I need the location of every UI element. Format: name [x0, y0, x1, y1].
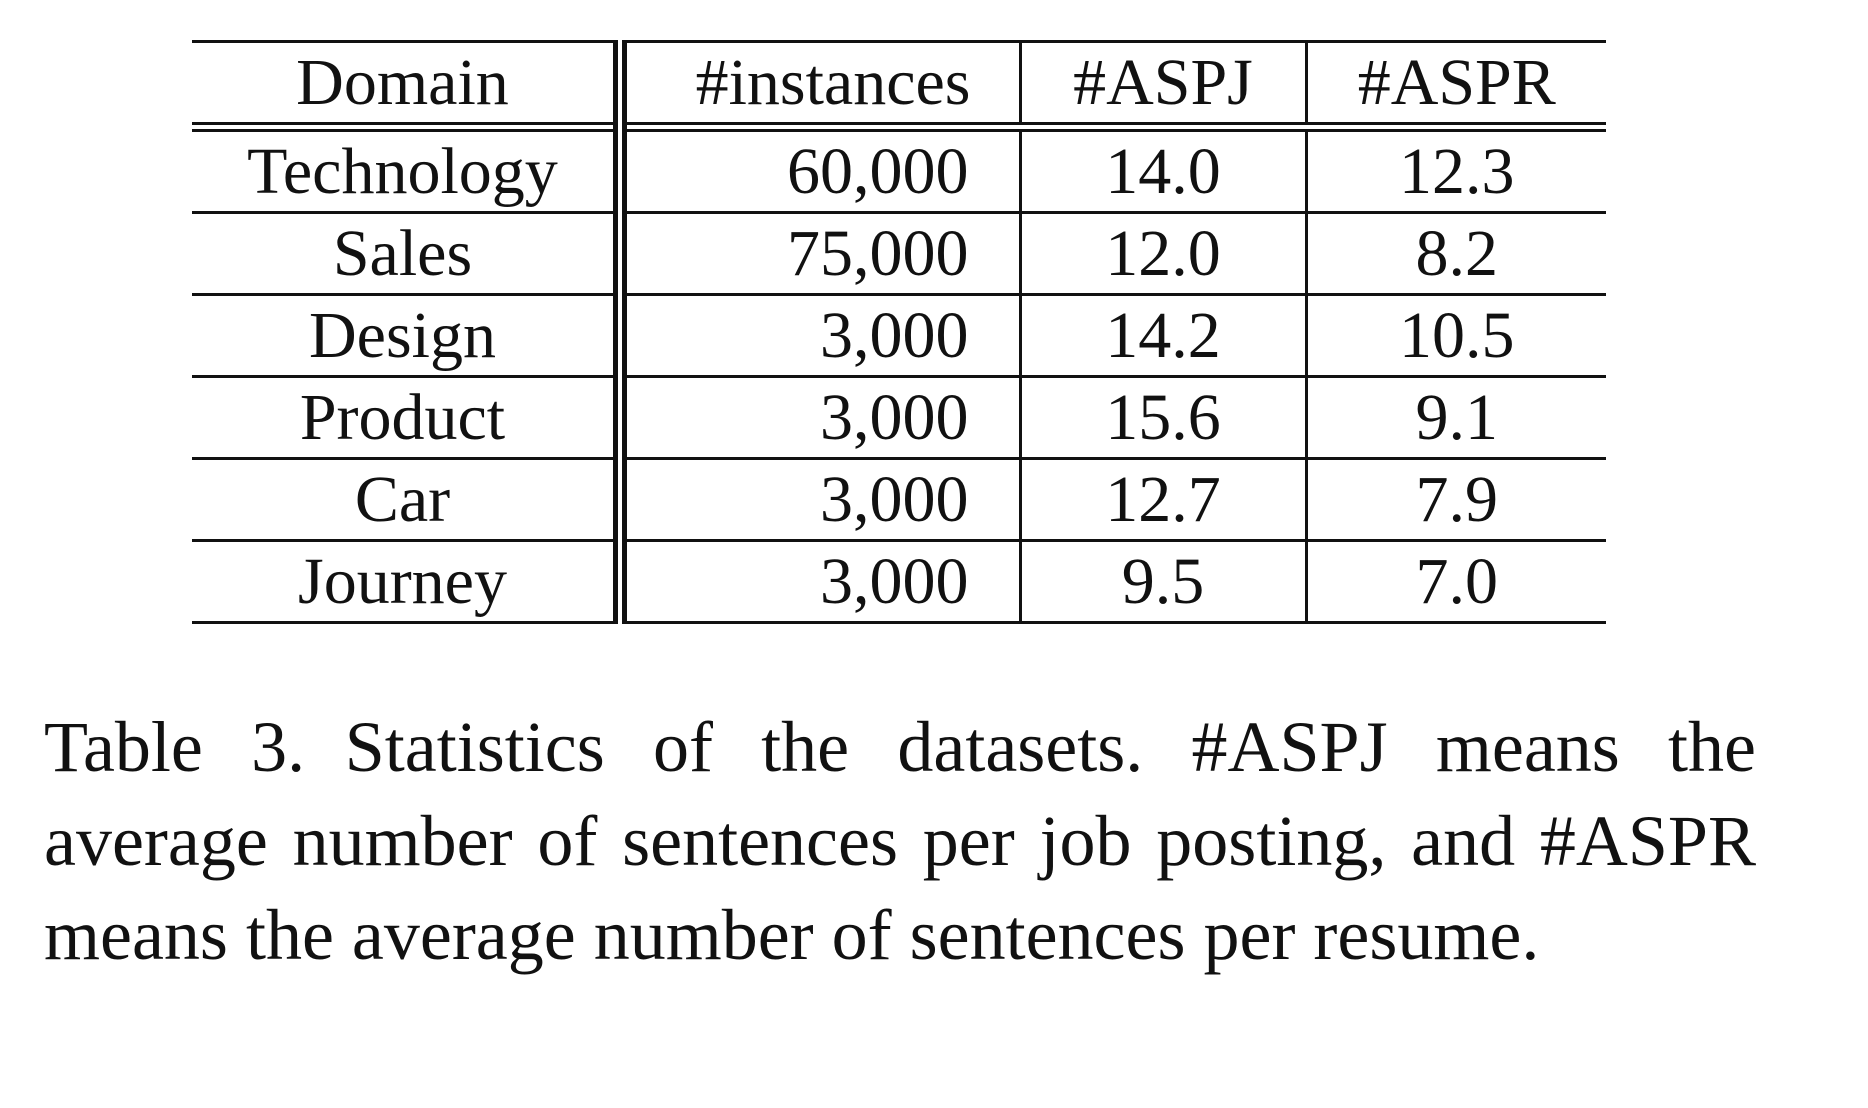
table-row: Design 3,000 14.2 10.5 [192, 294, 1606, 378]
cell-instances: 3,000 [620, 540, 1022, 624]
cell-instances: 60,000 [620, 127, 1022, 214]
cell-aspj: 9.5 [1020, 540, 1308, 624]
statistics-table: Domain #instances #ASPJ #ASPR Technology… [192, 40, 1606, 624]
cell-aspr: 10.5 [1306, 294, 1606, 378]
table-row: Technology 60,000 14.0 12.3 [192, 127, 1606, 214]
cell-aspr: 8.2 [1306, 212, 1606, 296]
cell-domain: Product [192, 376, 627, 460]
header-aspj: #ASPJ [1020, 40, 1308, 132]
table-row: Car 3,000 12.7 7.9 [192, 458, 1606, 542]
table-row: Sales 75,000 12.0 8.2 [192, 212, 1606, 296]
cell-domain: Design [192, 294, 627, 378]
cell-instances: 3,000 [620, 294, 1022, 378]
header-aspr: #ASPR [1306, 40, 1606, 132]
cell-aspr: 12.3 [1306, 127, 1606, 214]
cell-aspj: 12.0 [1020, 212, 1308, 296]
cell-instances: 3,000 [620, 458, 1022, 542]
cell-aspr: 7.0 [1306, 540, 1606, 624]
cell-instances: 75,000 [620, 212, 1022, 296]
table-row: Product 3,000 15.6 9.1 [192, 376, 1606, 460]
cell-domain: Car [192, 458, 627, 542]
caption-label: Table 3. [44, 707, 306, 787]
table-caption: Table 3. Statistics of the datasets. #ASP… [44, 700, 1756, 982]
table-row: Journey 3,000 9.5 7.0 [192, 540, 1606, 624]
caption-text: Statistics of the datasets. #ASPJ means … [44, 707, 1756, 975]
cell-domain: Sales [192, 212, 627, 296]
cell-aspj: 15.6 [1020, 376, 1308, 460]
header-instances: #instances [620, 40, 1022, 132]
table-header-row: Domain #instances #ASPJ #ASPR [192, 40, 1606, 132]
cell-instances: 3,000 [620, 376, 1022, 460]
cell-aspr: 7.9 [1306, 458, 1606, 542]
cell-aspj: 14.2 [1020, 294, 1308, 378]
cell-aspj: 14.0 [1020, 127, 1308, 214]
header-domain: Domain [192, 40, 627, 132]
cell-domain: Technology [192, 127, 627, 214]
cell-aspr: 9.1 [1306, 376, 1606, 460]
cell-domain: Journey [192, 540, 627, 624]
cell-aspj: 12.7 [1020, 458, 1308, 542]
